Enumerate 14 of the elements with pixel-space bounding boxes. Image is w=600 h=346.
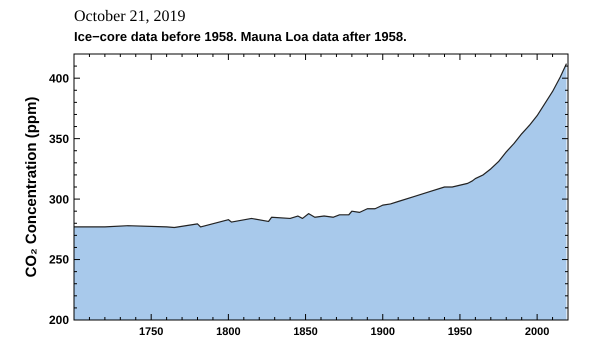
y-tick-label: 250 bbox=[48, 252, 70, 267]
x-tick-label: 1800 bbox=[216, 326, 241, 338]
y-axis-title: CO₂ Concentration (ppm) bbox=[23, 96, 40, 278]
chart-subtitle: Ice−core data before 1958. Mauna Loa data after 1958. bbox=[74, 29, 407, 44]
x-tick-label: 1850 bbox=[293, 326, 318, 338]
y-tick-label: 200 bbox=[48, 313, 70, 328]
x-tick-label: 1950 bbox=[448, 326, 472, 338]
y-tick-label: 300 bbox=[48, 192, 70, 206]
y-tick-label: 400 bbox=[48, 71, 70, 86]
x-tick-label: 1900 bbox=[370, 326, 395, 338]
chart-title: October 21, 2019 bbox=[74, 8, 186, 25]
y-tick-label: 350 bbox=[48, 132, 70, 146]
x-tick-label: 2000 bbox=[524, 326, 550, 338]
x-tick-label: 1750 bbox=[138, 326, 164, 338]
